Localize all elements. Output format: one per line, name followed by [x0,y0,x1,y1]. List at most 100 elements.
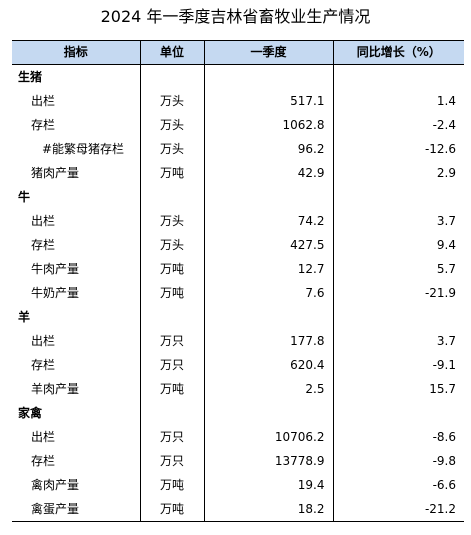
table-header-row: 指标 单位 一季度 同比增长（%） [12,40,464,65]
row-yoy-value [332,64,464,89]
table-row: 牛奶产量 万吨 7.6 -21.9 [12,281,464,305]
table-row: 出栏 万只 10706.2 -8.6 [12,425,464,449]
table-row: 禽肉产量 万吨 19.4 -6.6 [12,473,464,497]
row-q1-value: 2.5 [203,377,333,401]
row-yoy-value: 3.7 [332,329,464,353]
row-unit: 万只 [139,353,204,377]
row-yoy-value [332,185,464,209]
row-unit: 万只 [139,425,204,449]
table-row: 出栏 万只 177.8 3.7 [12,329,464,353]
row-indicator: 羊肉产量 [31,382,80,396]
row-yoy-value [332,305,464,329]
row-q1-value: 42.9 [203,161,333,185]
row-yoy-value: 3.7 [332,209,464,233]
row-q1-value [203,185,333,209]
row-yoy-value: 2.9 [332,161,464,185]
row-indicator: 存栏 [31,118,56,132]
row-unit: 万只 [139,329,204,353]
row-q1-value: 7.6 [203,281,333,305]
row-yoy-value: -6.6 [332,473,464,497]
row-unit: 万头 [139,137,204,161]
row-indicator: 禽蛋产量 [12,497,140,522]
row-q1-value [203,64,333,89]
row-unit [139,401,204,425]
row-indicator: 羊 [18,310,31,324]
row-indicator: 存栏 [31,454,56,468]
table-row: #能繁母猪存栏 万头 96.2 -12.6 [12,137,464,161]
row-unit: 万头 [139,233,204,257]
row-q1-value: 12.7 [203,257,333,281]
row-indicator: 牛肉产量 [31,262,80,276]
row-q1-value: 517.1 [203,89,333,113]
row-q1-value: 427.5 [203,233,333,257]
table-row: 猪肉产量 万吨 42.9 2.9 [12,161,464,185]
row-q1-value: 96.2 [203,137,333,161]
row-unit: 万头 [139,209,204,233]
table-body: 生猪 出栏 万头 517.1 1.4 存栏 万头 1062.8 -2.4 #能繁母猪存栏 万头 96.… [12,64,464,522]
row-yoy-value: 15.7 [332,377,464,401]
row-q1-value: 74.2 [203,209,333,233]
row-unit: 万吨 [139,377,204,401]
row-indicator: 存栏 [31,358,56,372]
row-yoy-value: -9.1 [332,353,464,377]
row-unit [139,305,204,329]
section-row: 家禽 [12,401,464,425]
row-q1-value: 10706.2 [203,425,333,449]
row-yoy-value: 9.4 [332,233,464,257]
header-q1: 一季度 [203,40,333,65]
row-q1-value [203,305,333,329]
row-unit: 万吨 [139,473,204,497]
table-row: 存栏 万只 620.4 -9.1 [12,353,464,377]
row-indicator: 出栏 [31,430,56,444]
row-q1-value [203,401,333,425]
row-q1-value: 1062.8 [203,113,333,137]
row-yoy-value: -21.9 [332,281,464,305]
row-q1-value: 177.8 [203,329,333,353]
row-yoy-value: 5.7 [332,257,464,281]
row-q1-value: 13778.9 [203,449,333,473]
row-q1-value: 19.4 [203,473,333,497]
section-row: 羊 [12,305,464,329]
table-row: 存栏 万只 13778.9 -9.8 [12,449,464,473]
section-row: 生猪 [12,64,464,89]
table-row: 羊肉产量 万吨 2.5 15.7 [12,377,464,401]
row-indicator: 猪肉产量 [31,166,80,180]
row-yoy-value [332,401,464,425]
row-indicator: 出栏 [31,334,56,348]
row-yoy-value: -21.2 [332,497,464,522]
row-indicator: 存栏 [31,238,56,252]
row-indicator: 家禽 [18,406,43,420]
row-unit [139,64,204,89]
row-yoy-value: -12.6 [332,137,464,161]
row-unit: 万吨 [139,497,204,522]
table-row: 存栏 万头 427.5 9.4 [12,233,464,257]
row-unit: 万头 [139,89,204,113]
row-unit: 万吨 [139,257,204,281]
row-unit: 万头 [139,113,204,137]
row-indicator: 出栏 [31,94,56,108]
table-row: 禽蛋产量 万吨 18.2 -21.2 [12,497,464,522]
table-row: 牛肉产量 万吨 12.7 5.7 [12,257,464,281]
row-unit [139,185,204,209]
row-indicator: #能繁母猪存栏 [42,142,125,156]
row-unit: 万只 [139,449,204,473]
row-unit: 万吨 [139,161,204,185]
header-unit: 单位 [139,40,204,65]
row-q1-value: 18.2 [203,497,333,522]
row-yoy-value: -8.6 [332,425,464,449]
row-yoy-value: 1.4 [332,89,464,113]
row-indicator: 生猪 [18,70,43,84]
row-indicator: 禽肉产量 [31,478,80,492]
table-row: 出栏 万头 517.1 1.4 [12,89,464,113]
row-indicator: 牛奶产量 [31,286,80,300]
row-yoy-value: -2.4 [332,113,464,137]
table-row: 存栏 万头 1062.8 -2.4 [12,113,464,137]
header-indicator: 指标 [12,40,140,65]
row-q1-value: 620.4 [203,353,333,377]
row-yoy-value: -9.8 [332,449,464,473]
livestock-table: 指标 单位 一季度 同比增长（%） 生猪 出栏 万头 517.1 1.4 存栏 万头 1062… [12,40,464,522]
page-title: 2024 年一季度吉林省畜牧业生产情况 [100,7,371,26]
row-unit: 万吨 [139,281,204,305]
section-row: 牛 [12,185,464,209]
table-row: 出栏 万头 74.2 3.7 [12,209,464,233]
